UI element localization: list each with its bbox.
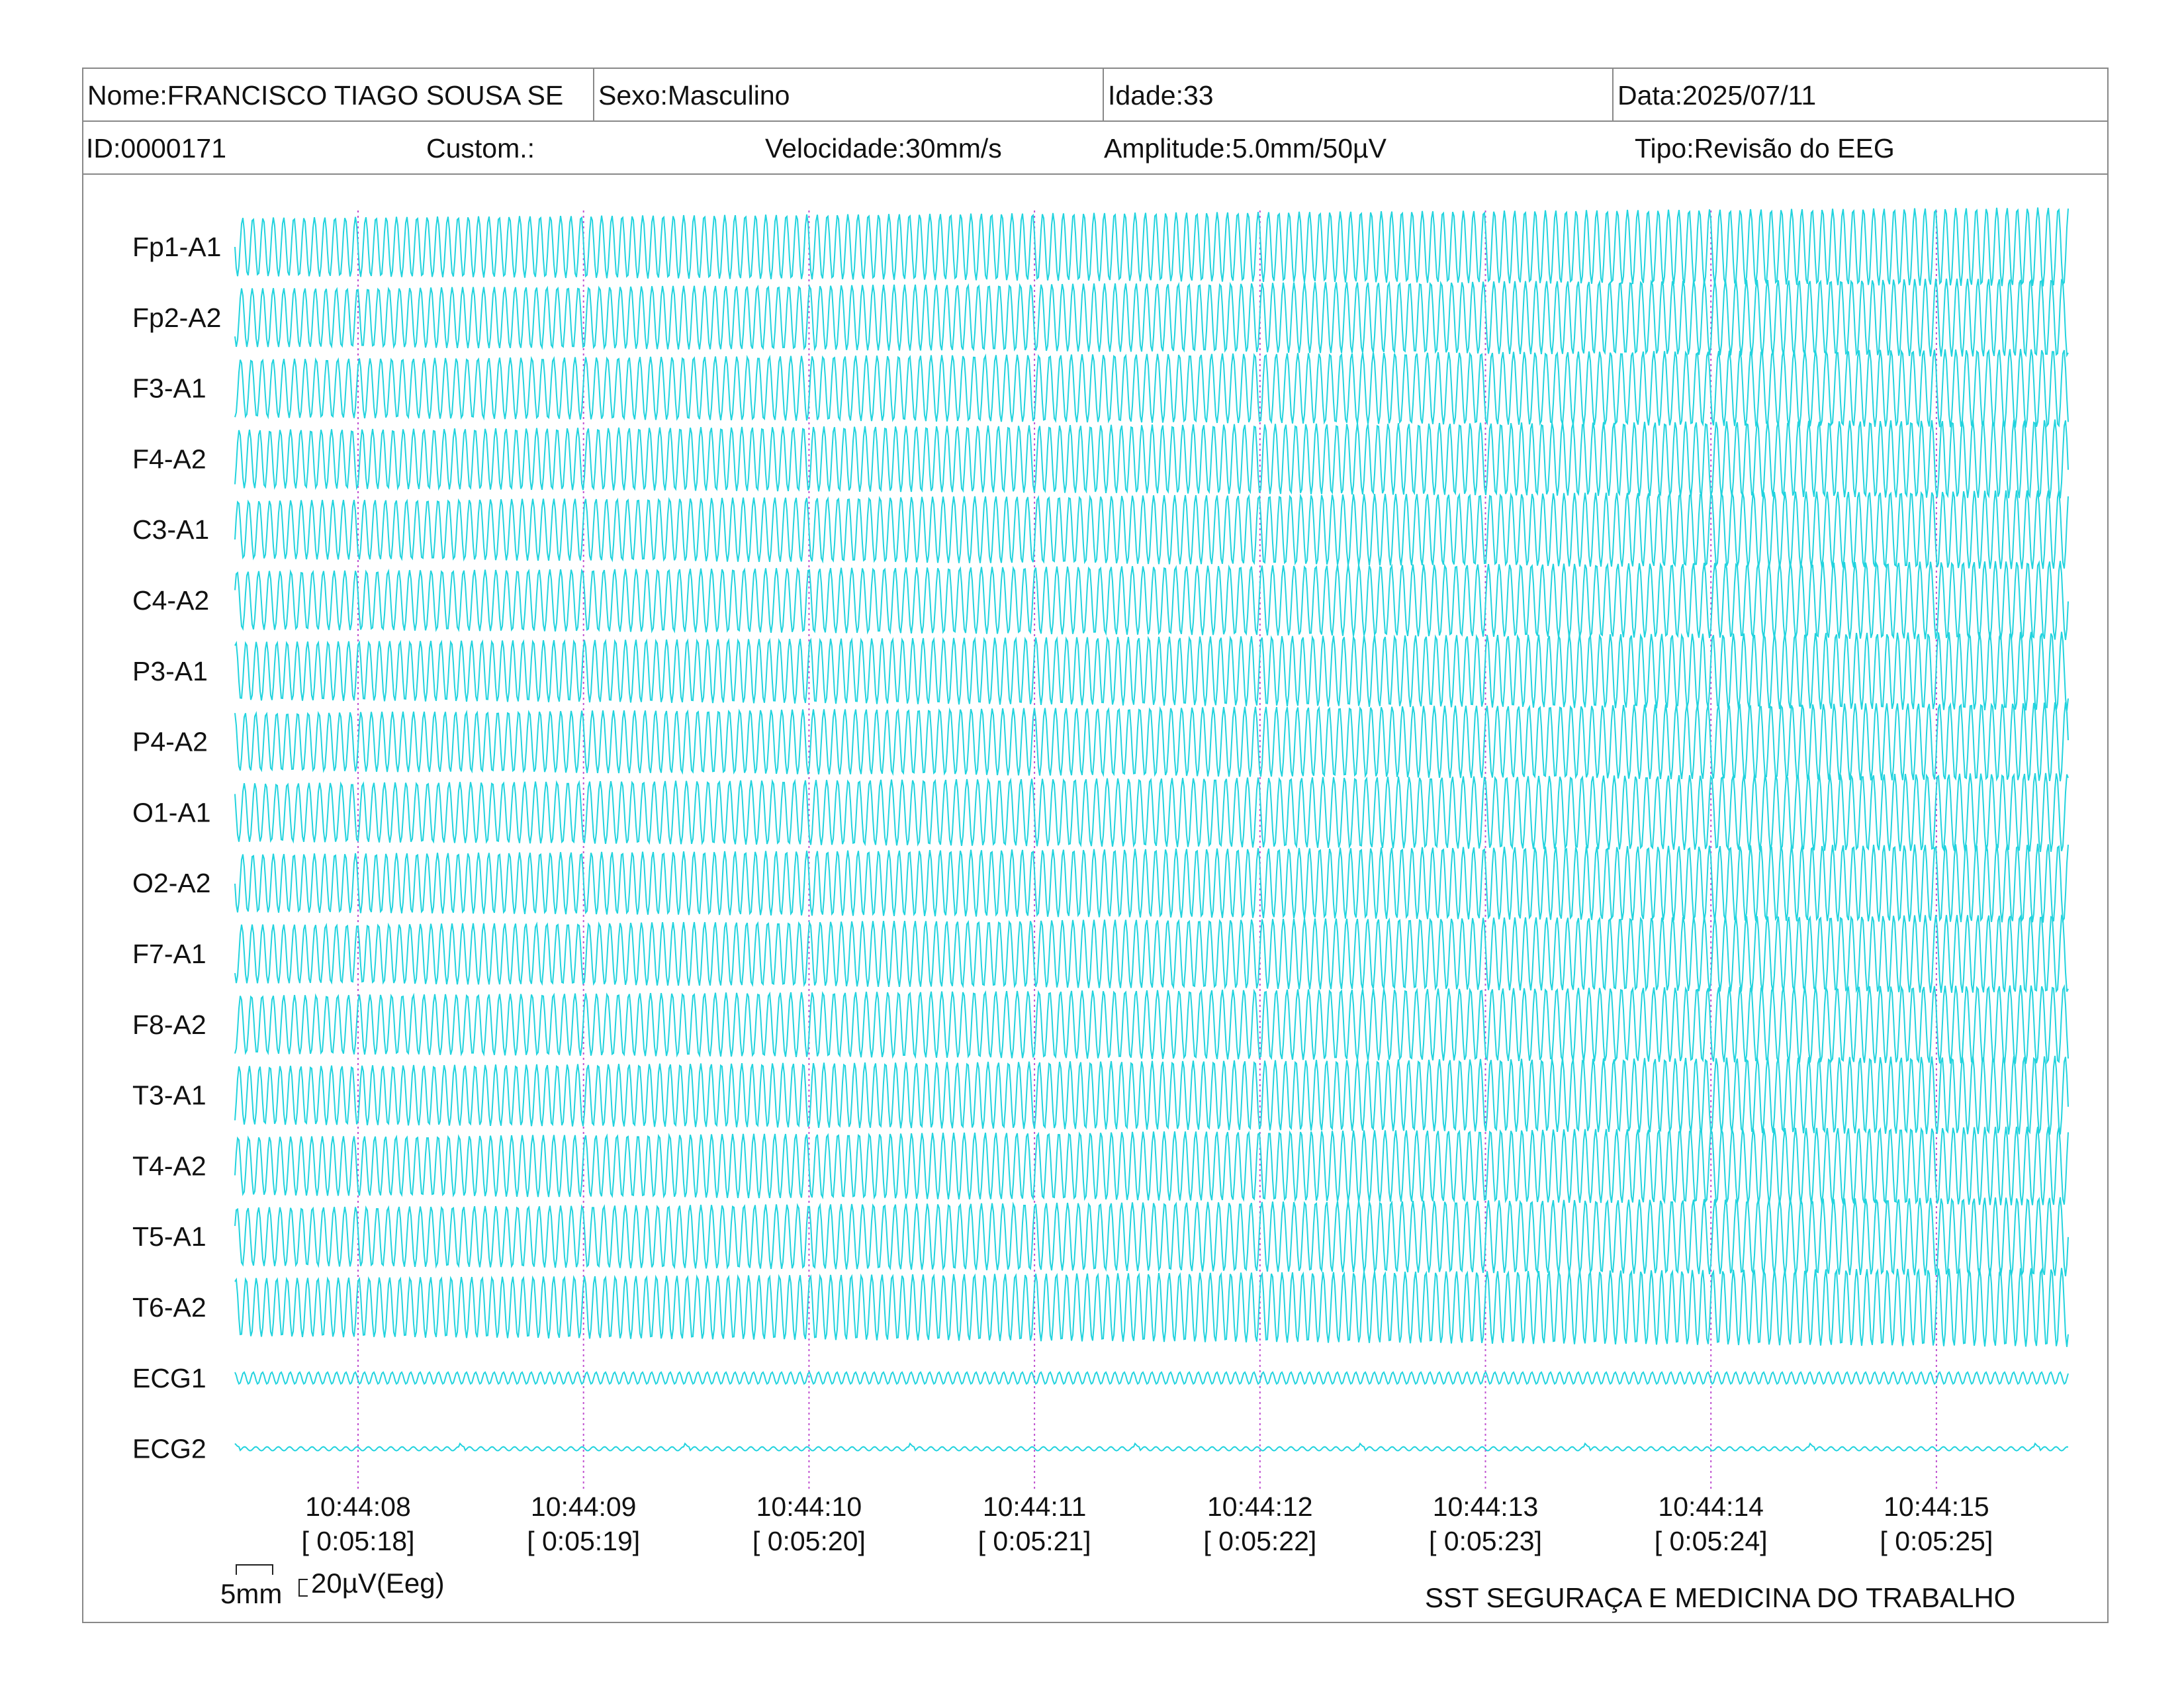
time-clock-label: 10:44:11 bbox=[983, 1491, 1087, 1522]
channel-label: T6-A2 bbox=[132, 1292, 206, 1323]
channel-trace bbox=[234, 207, 2069, 287]
channel-trace bbox=[234, 1442, 2069, 1452]
time-elapsed-label: [ 0:05:18] bbox=[302, 1526, 415, 1556]
channel-label: O2-A2 bbox=[132, 868, 211, 898]
eeg-traces bbox=[234, 207, 2069, 1452]
channel-label: T5-A1 bbox=[132, 1221, 206, 1252]
time-clock-label: 10:44:08 bbox=[305, 1491, 411, 1522]
channel-trace bbox=[234, 1371, 2069, 1385]
time-labels: 10:44:08 [ 0:05:18] 10:44:09 [ 0:05:19] 10:4… bbox=[302, 1491, 1993, 1556]
patient-sex: Sexo:Masculino bbox=[593, 69, 1103, 120]
channel-trace bbox=[234, 349, 2069, 428]
channel-trace bbox=[234, 914, 2069, 994]
time-elapsed-label: [ 0:05:24] bbox=[1655, 1526, 1768, 1556]
channel-trace bbox=[234, 843, 2069, 923]
channel-trace bbox=[234, 1055, 2069, 1135]
scale-bar bbox=[236, 1564, 308, 1597]
channel-label: C3-A1 bbox=[132, 514, 209, 545]
scale-time-label: 5mm bbox=[220, 1578, 283, 1609]
channel-label: Fp1-A1 bbox=[132, 232, 221, 262]
time-elapsed-label: [ 0:05:22] bbox=[1203, 1526, 1316, 1556]
channel-trace bbox=[234, 490, 2069, 569]
channel-label: P3-A1 bbox=[132, 656, 208, 686]
report-frame: Nome:FRANCISCO TIAGO SOUSA SE Sexo:Mascu… bbox=[82, 68, 2109, 1623]
scale-amplitude-label: 20µV(Eeg) bbox=[311, 1568, 445, 1599]
time-clock-label: 10:44:14 bbox=[1658, 1491, 1764, 1522]
channel-trace bbox=[234, 560, 2069, 640]
channel-trace bbox=[234, 278, 2069, 358]
channel-label: Fp2-A2 bbox=[132, 303, 221, 333]
channel-label: ECG1 bbox=[132, 1363, 206, 1393]
time-clock-label: 10:44:13 bbox=[1433, 1491, 1539, 1522]
channel-label: F7-A1 bbox=[132, 939, 206, 969]
header-row-1: Nome:FRANCISCO TIAGO SOUSA SE Sexo:Mascu… bbox=[83, 69, 2107, 122]
time-clock-label: 10:44:10 bbox=[756, 1491, 862, 1522]
patient-name: Nome:FRANCISCO TIAGO SOUSA SE bbox=[87, 80, 564, 111]
time-elapsed-label: [ 0:05:21] bbox=[978, 1526, 1091, 1556]
channel-trace bbox=[234, 984, 2069, 1064]
exam-date: Data:2025/07/11 bbox=[1612, 69, 2109, 120]
channel-labels: Fp1-A1 Fp2-A2 F3-A1 F4-A2 C3-A1 C4-A2 P3-A1 P4-… bbox=[132, 232, 221, 1464]
header-row-2: ID:0000171 Custom.: Velocidade:30mm/s Am… bbox=[83, 122, 2107, 175]
channel-label: C4-A2 bbox=[132, 585, 209, 616]
time-clock-label: 10:44:12 bbox=[1207, 1491, 1313, 1522]
patient-age: Idade:33 bbox=[1103, 69, 1612, 120]
channel-label: T4-A2 bbox=[132, 1150, 206, 1181]
channel-label: F4-A2 bbox=[132, 444, 206, 474]
time-clock-label: 10:44:15 bbox=[1884, 1491, 1989, 1522]
channel-trace bbox=[234, 702, 2069, 782]
patient-id: ID:0000171 bbox=[86, 133, 227, 164]
company-name: SST SEGURAÇA E MEDICINA DO TRABALHO bbox=[1425, 1582, 2016, 1613]
time-elapsed-label: [ 0:05:19] bbox=[527, 1526, 640, 1556]
custom-field: Custom.: bbox=[426, 133, 535, 164]
channel-trace bbox=[234, 773, 2069, 853]
recording-amplitude: Amplitude:5.0mm/50µV bbox=[1104, 133, 1387, 164]
time-marker-lines bbox=[357, 211, 1937, 1489]
channel-label: P4-A2 bbox=[132, 727, 208, 757]
time-clock-label: 10:44:09 bbox=[531, 1491, 637, 1522]
channel-trace bbox=[234, 632, 2069, 711]
channel-label: T3-A1 bbox=[132, 1080, 206, 1111]
channel-label: ECG2 bbox=[132, 1434, 206, 1464]
channel-label: F3-A1 bbox=[132, 373, 206, 404]
recording-speed: Velocidade:30mm/s bbox=[765, 133, 1002, 164]
channel-trace bbox=[234, 419, 2069, 499]
time-elapsed-label: [ 0:05:25] bbox=[1880, 1526, 1993, 1556]
time-elapsed-label: [ 0:05:23] bbox=[1429, 1526, 1542, 1556]
channel-trace bbox=[234, 1267, 2069, 1347]
channel-label: O1-A1 bbox=[132, 797, 211, 827]
channel-trace bbox=[234, 1197, 2069, 1277]
exam-type: Tipo:Revisão do EEG bbox=[1635, 133, 1895, 164]
time-elapsed-label: [ 0:05:20] bbox=[752, 1526, 866, 1556]
channel-label: F8-A2 bbox=[132, 1009, 206, 1040]
channel-trace bbox=[234, 1126, 2069, 1205]
